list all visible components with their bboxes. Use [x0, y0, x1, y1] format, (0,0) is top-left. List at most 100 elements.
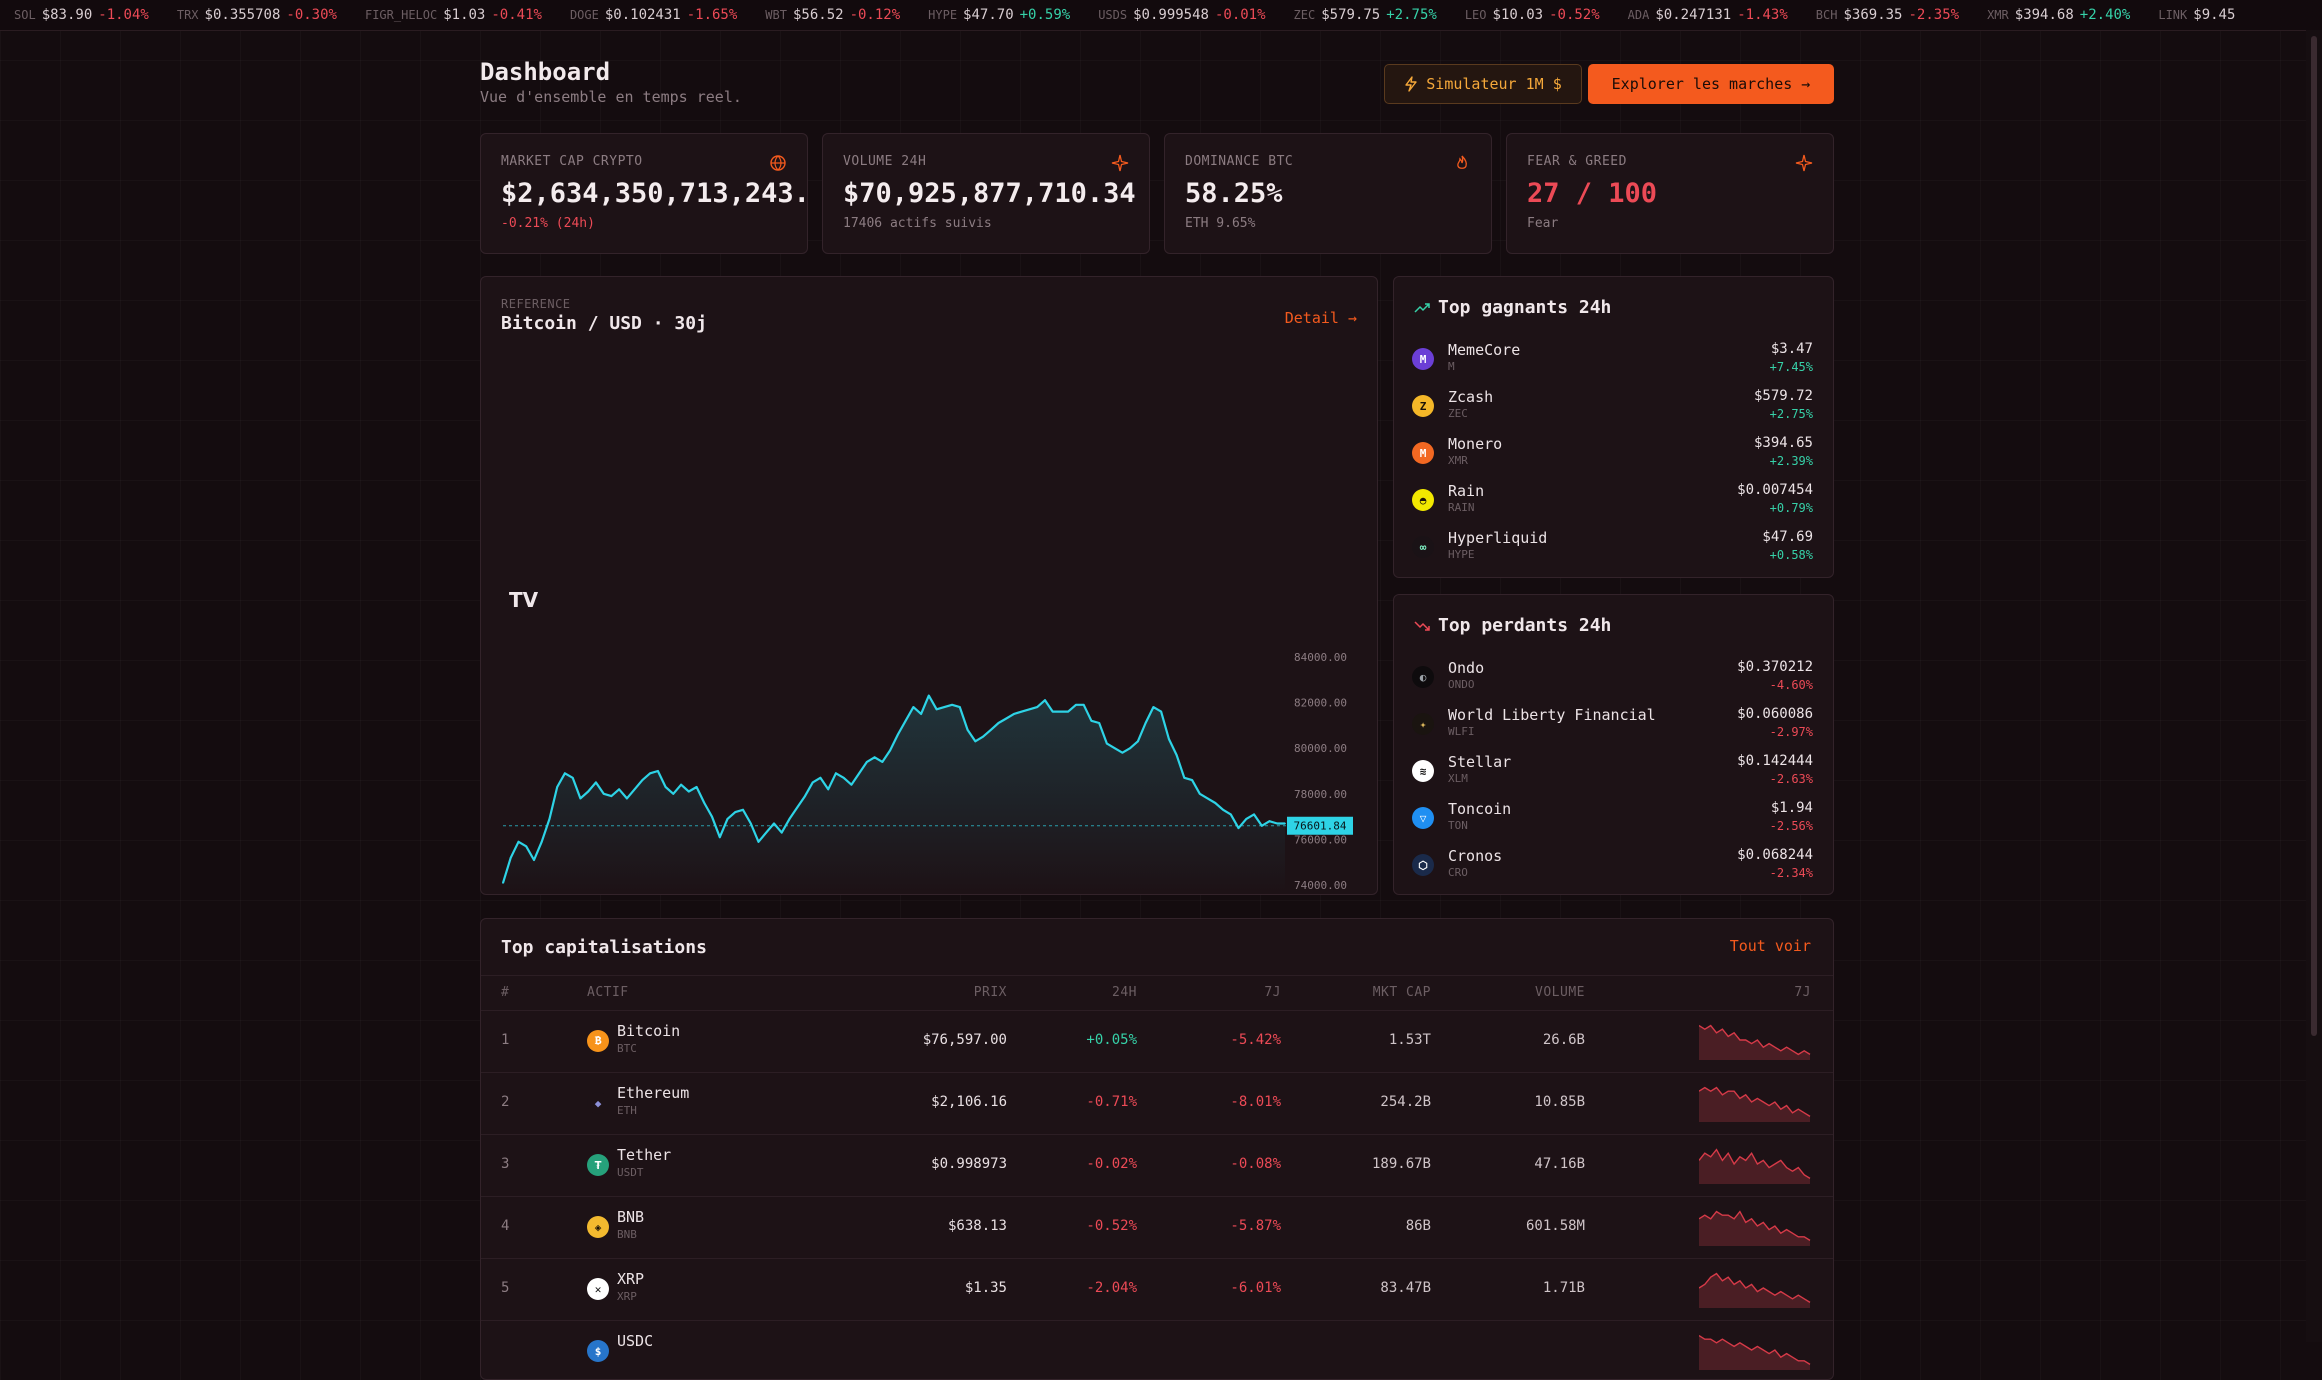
ticker-item[interactable]: USDS $0.999548 -0.01% — [1098, 0, 1265, 30]
mover-symbol: XMR — [1448, 454, 1468, 467]
page-scrollbar[interactable] — [2306, 30, 2322, 1342]
losers-title: Top perdants 24h — [1414, 615, 1611, 636]
mover-symbol: ONDO — [1448, 678, 1475, 691]
table-title: Top capitalisations — [501, 937, 707, 958]
column-header[interactable]: # — [501, 985, 510, 1000]
view-all-link[interactable]: Tout voir — [1729, 937, 1811, 955]
price-point — [1276, 822, 1279, 825]
ticker-item[interactable]: SOL $83.90 -1.04% — [14, 0, 149, 30]
mover-price: $0.370212 — [1737, 659, 1813, 675]
mover-row[interactable]: ⬡ Cronos CRO $0.068244 -2.34% — [1412, 843, 1813, 889]
ticker-change: +0.59% — [1019, 7, 1071, 23]
table-row[interactable]: 1 ₿ Bitcoin BTC $76,597.00 +0.05% -5.42% 1.53T 2… — [481, 1010, 1833, 1073]
sparkline-7d — [1699, 1024, 1811, 1060]
column-header[interactable]: MKT CAP — [1372, 985, 1431, 1000]
price-point — [1268, 820, 1271, 823]
coin-icon: ◆ — [587, 1092, 609, 1114]
ticker-price: $47.70 — [963, 7, 1014, 23]
chart-detail-link[interactable]: Detail → — [1284, 309, 1357, 327]
mover-change: +0.79% — [1769, 501, 1813, 515]
price-point — [835, 772, 837, 775]
trending-down-icon — [1414, 620, 1430, 631]
mover-row[interactable]: M Monero XMR $394.65 +2.39% — [1412, 431, 1813, 477]
mover-name: Rain — [1448, 482, 1485, 500]
mover-price: $0.068244 — [1737, 847, 1813, 863]
price-area — [503, 695, 1285, 892]
mover-change: -2.56% — [1769, 819, 1813, 833]
market-cap-cell: 189.67B — [1371, 1156, 1431, 1172]
ticker-item[interactable]: WBT $56.52 -0.12% — [765, 0, 900, 30]
price-point — [711, 815, 713, 818]
price-point — [850, 783, 853, 786]
stat-subtext: -0.21% (24h) — [501, 216, 595, 231]
mover-name: Ondo — [1448, 659, 1485, 677]
price-point — [811, 781, 814, 784]
column-header[interactable]: 7J — [1794, 985, 1811, 1000]
price-point — [912, 706, 915, 708]
scrollbar-thumb[interactable] — [2311, 36, 2317, 1036]
table-row[interactable]: $ USDC — [481, 1320, 1833, 1379]
ticker-item[interactable]: HYPE $47.70 +0.59% — [928, 0, 1070, 30]
table-row[interactable]: 2 ◆ Ethereum ETH $2,106.16 -0.71% -8.01% 254.2B… — [481, 1072, 1833, 1135]
column-header[interactable]: PRIX — [973, 985, 1007, 1000]
ticker-change: +2.75% — [1386, 7, 1437, 23]
chart-title: Bitcoin / USD · 30j — [501, 313, 707, 334]
ticker-symbol: ZEC — [1293, 8, 1316, 22]
ticker-item[interactable]: FIGR_HELOC $1.03 -0.41% — [365, 0, 542, 30]
ticker-item[interactable]: DOGE $0.102431 -1.65% — [570, 0, 737, 30]
ticker-symbol: TRX — [176, 8, 199, 22]
sparkline-line — [1699, 1272, 1811, 1303]
table-row[interactable]: 5 ✕ XRP XRP $1.35 -2.04% -6.01% 83.47B 1.71B — [481, 1258, 1833, 1321]
column-header[interactable]: VOLUME — [1535, 985, 1585, 1000]
mover-row[interactable]: Z Zcash ZEC $579.72 +2.75% — [1412, 384, 1813, 430]
mover-row[interactable]: ◓ Rain RAIN $0.007454 +0.79% — [1412, 478, 1813, 524]
asset-symbol: BNB — [617, 1228, 637, 1241]
ticker-change: -0.30% — [286, 7, 337, 23]
mover-row[interactable]: ▽ Toncoin TON $1.94 -2.56% — [1412, 796, 1813, 842]
mover-price: $0.060086 — [1737, 706, 1813, 722]
price-point — [1013, 713, 1015, 715]
mover-row[interactable]: ◐ Ondo ONDO $0.370212 -4.60% — [1412, 655, 1813, 701]
price-point — [1036, 706, 1039, 708]
btc-price-chart[interactable]: 76601.84 84000.00 82000.00 80000.00 78000.00… — [481, 277, 1377, 894]
price-point — [649, 772, 651, 775]
mover-change: +2.75% — [1769, 407, 1813, 421]
ticker-symbol: FIGR_HELOC — [364, 8, 438, 22]
column-header[interactable]: 7J — [1264, 985, 1281, 1000]
ticker-change: -0.52% — [1549, 7, 1600, 23]
mover-row[interactable]: ✦ World Liberty Financial WLFI $0.060086 -2.… — [1412, 702, 1813, 748]
ticker-item[interactable]: LINK $9.45 — [2158, 0, 2241, 30]
page-header: Dashboard Vue d'ensemble en temps reel. … — [480, 58, 1834, 108]
price-cell: $1.35 — [964, 1280, 1007, 1296]
price-point — [974, 740, 977, 743]
mover-row[interactable]: ≋ Stellar XLM $0.142444 -2.63% — [1412, 749, 1813, 795]
current-price-value: 76601.84 — [1294, 820, 1347, 833]
mover-row[interactable]: M MemeCore M $3.47 +7.45% — [1412, 337, 1813, 383]
table-row[interactable]: 4 ◈ BNB BNB $638.13 -0.52% -5.87% 86B 601.58M — [481, 1196, 1833, 1259]
column-header[interactable]: ACTIF — [587, 985, 629, 1000]
column-header[interactable]: 24H — [1112, 985, 1137, 1000]
ticker-change: -0.41% — [491, 7, 542, 23]
ticker-item[interactable]: ZEC $579.75 +2.75% — [1294, 0, 1437, 30]
price-point — [920, 713, 922, 715]
price-cell: $76,597.00 — [922, 1032, 1007, 1048]
mover-change: +2.39% — [1769, 454, 1813, 468]
price-point — [1214, 802, 1217, 804]
mover-name: Cronos — [1448, 847, 1503, 865]
ticker-symbol: USDS — [1098, 8, 1128, 22]
simulator-button[interactable]: Simulateur 1M $ — [1384, 64, 1582, 104]
ticker-price: $1.03 — [443, 7, 486, 23]
ticker-item[interactable]: ADA $0.247131 -1.43% — [1628, 0, 1788, 30]
mover-symbol: CRO — [1448, 866, 1468, 879]
ticker-item[interactable]: LEO $10.03 -0.52% — [1465, 0, 1600, 30]
mover-row[interactable]: ∞ Hyperliquid HYPE $47.69 +0.58% — [1412, 525, 1813, 571]
mover-name: Toncoin — [1448, 800, 1512, 818]
table-row[interactable]: 3 ₮ Tether USDT $0.998973 -0.02% -0.08% 189.67B… — [481, 1134, 1833, 1197]
price-point — [904, 719, 907, 722]
ticker-item[interactable]: BCH $369.35 -2.35% — [1816, 0, 1959, 30]
ticker-item[interactable]: TRX $0.355708 -0.30% — [177, 0, 337, 30]
ticker-price: $56.52 — [792, 7, 844, 23]
mover-change: +0.58% — [1769, 548, 1813, 562]
explore-markets-button[interactable]: Explorer les marches → — [1588, 64, 1834, 104]
ticker-item[interactable]: XMR $394.68 +2.40% — [1987, 0, 2130, 30]
